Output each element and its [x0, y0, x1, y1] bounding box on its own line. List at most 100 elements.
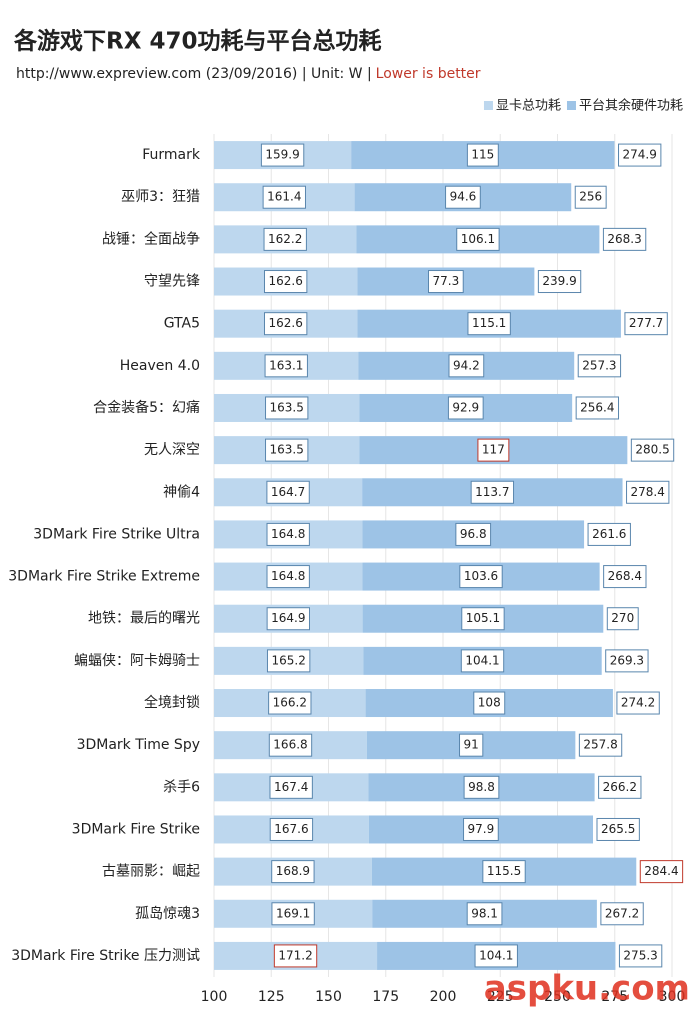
value-label: 257.3: [582, 358, 616, 372]
label-box: [574, 185, 607, 209]
legend-label: 显卡总功耗: [496, 99, 561, 114]
label-box: [575, 396, 620, 420]
y-tick-label: 3DMark Fire Strike Ultra: [33, 526, 200, 542]
value-label: 284.4: [644, 864, 678, 878]
value-label: 77.3: [433, 274, 460, 288]
y-tick-label: 古墓丽影：崛起: [102, 864, 200, 880]
x-tick-label: 125: [258, 989, 285, 1005]
y-tick-label: 神偷4: [163, 484, 200, 500]
x-tick-label: 225: [487, 989, 514, 1005]
label-box: [266, 522, 310, 546]
note: Lower is better: [376, 66, 481, 82]
value-label: 98.8: [468, 780, 495, 794]
y-tick-label: 守望先锋: [144, 274, 200, 290]
value-label: 162.6: [268, 316, 302, 330]
label-box: [639, 860, 684, 884]
value-label: 103.6: [464, 569, 498, 583]
label-box: [268, 733, 313, 757]
label-box: [602, 227, 647, 251]
value-label: 163.5: [270, 400, 304, 414]
label-box: [477, 438, 510, 462]
label-box: [463, 775, 500, 799]
label-box: [266, 607, 310, 631]
label-box: [630, 438, 675, 462]
y-tick-label: 3DMark Fire Strike 压力测试: [11, 948, 200, 964]
value-label: 159.9: [265, 148, 299, 162]
value-label: 104.1: [465, 653, 499, 667]
y-tick-label: Heaven 4.0: [120, 358, 200, 374]
y-tick-label: 3DMark Fire Strike Extreme: [8, 569, 200, 585]
value-label: 113.7: [475, 485, 509, 499]
x-tick-label: 175: [372, 989, 399, 1005]
value-label: 261.6: [592, 527, 626, 541]
label-box: [474, 944, 518, 968]
label-box: [260, 143, 305, 167]
label-box: [428, 270, 464, 294]
value-label: 162.2: [268, 232, 302, 246]
value-label: 167.4: [274, 780, 308, 794]
label-box: [618, 143, 662, 167]
label-box: [537, 270, 582, 294]
value-label: 269.3: [610, 653, 644, 667]
legend-label: 平台其余硬件功耗: [579, 98, 683, 114]
value-label: 256.4: [580, 400, 614, 414]
label-box: [455, 522, 492, 546]
value-label: 97.9: [468, 822, 495, 836]
value-label: 94.2: [453, 358, 480, 372]
y-tick-label: GTA5: [164, 316, 200, 332]
value-label: 274.9: [623, 148, 657, 162]
label-box: [448, 354, 485, 378]
value-label: 280.5: [635, 443, 669, 457]
label-box: [600, 902, 644, 926]
label-box: [264, 354, 308, 378]
label-box: [577, 354, 622, 378]
grid: [213, 134, 673, 977]
value-label: 168.9: [276, 864, 310, 878]
value-label: 164.7: [271, 485, 305, 499]
value-label: 268.4: [608, 569, 642, 583]
y-tick-label: Furmark: [142, 147, 201, 163]
label-box: [463, 817, 499, 841]
watermark: aspku.com: [484, 969, 690, 1009]
label-box: [466, 143, 499, 167]
legend-swatch: [566, 101, 576, 110]
value-label: 92.9: [452, 400, 479, 414]
label-box: [459, 565, 503, 589]
label-box: [482, 860, 526, 884]
value-label: 165.2: [271, 653, 305, 667]
value-label: 91: [464, 738, 479, 752]
value-label: 166.8: [273, 738, 307, 752]
value-label: 96.8: [460, 527, 487, 541]
label-box: [271, 902, 315, 926]
x-tick-label: 100: [201, 989, 228, 1005]
value-label: 257.8: [583, 738, 617, 752]
y-tick-label: 3DMark Fire Strike: [72, 821, 200, 837]
value-label: 270: [611, 611, 634, 625]
label-box: [598, 775, 642, 799]
value-label: 167.6: [274, 822, 308, 836]
label-box: [447, 396, 484, 420]
value-label: 161.4: [267, 190, 301, 204]
label-box: [470, 480, 515, 504]
value-label: 268.3: [607, 232, 641, 246]
label-box: [605, 649, 649, 673]
value-label: 164.8: [271, 569, 305, 583]
label-box: [273, 944, 318, 968]
label-box: [578, 733, 623, 757]
label-box: [456, 227, 500, 251]
legend-swatch: [483, 101, 493, 110]
value-label: 106.1: [461, 232, 495, 246]
value-label: 171.2: [278, 948, 312, 962]
y-tick-label: 杀手6: [163, 779, 200, 795]
y-tick-label: 全境封锁: [144, 694, 200, 711]
label-box: [266, 480, 310, 504]
value-label: 239.9: [542, 274, 576, 288]
label-box: [467, 312, 511, 336]
value-label: 162.6: [268, 274, 302, 288]
label-box: [466, 902, 503, 926]
value-label: 94.6: [450, 190, 477, 204]
value-label: 163.5: [270, 443, 304, 457]
label-box: [603, 565, 647, 589]
subtitle: http://www.expreview.com (23/09/2016) | …: [16, 66, 372, 82]
